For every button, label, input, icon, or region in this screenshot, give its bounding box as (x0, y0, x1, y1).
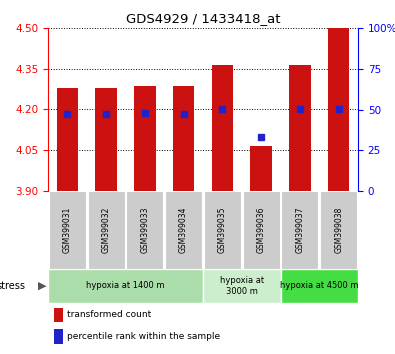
Text: hypoxia at 1400 m: hypoxia at 1400 m (86, 281, 165, 291)
Bar (328, 28, 349, 191)
Bar (204, 191, 241, 269)
Text: stress: stress (0, 281, 26, 291)
Bar (173, 86, 194, 191)
Bar (88, 191, 125, 269)
Text: GSM399032: GSM399032 (102, 207, 111, 253)
Bar (250, 146, 272, 191)
Bar (126, 191, 164, 269)
Bar (212, 65, 233, 191)
Text: hypoxia at 4500 m: hypoxia at 4500 m (280, 281, 359, 291)
Bar (134, 86, 156, 191)
Text: transformed count: transformed count (67, 310, 151, 319)
Text: GSM399034: GSM399034 (179, 207, 188, 253)
Text: GSM399037: GSM399037 (295, 207, 305, 253)
Bar (289, 65, 310, 191)
Bar (281, 191, 318, 269)
Text: GSM399036: GSM399036 (257, 207, 265, 253)
Bar (54, 329, 63, 343)
Text: GSM399033: GSM399033 (140, 207, 149, 253)
Bar (280, 269, 358, 303)
Bar (165, 191, 202, 269)
Text: GSM399038: GSM399038 (334, 207, 343, 253)
Bar (243, 191, 280, 269)
Bar (49, 191, 86, 269)
Text: GSM399031: GSM399031 (63, 207, 72, 253)
Bar (48, 269, 203, 303)
Text: ▶: ▶ (38, 281, 47, 291)
Bar (320, 191, 357, 269)
Bar (54, 308, 63, 322)
Bar (96, 88, 117, 191)
Bar (203, 269, 280, 303)
Text: percentile rank within the sample: percentile rank within the sample (67, 332, 220, 341)
Bar (57, 88, 78, 191)
Text: GSM399035: GSM399035 (218, 207, 227, 253)
Title: GDS4929 / 1433418_at: GDS4929 / 1433418_at (126, 12, 280, 25)
Text: hypoxia at
3000 m: hypoxia at 3000 m (220, 276, 264, 296)
